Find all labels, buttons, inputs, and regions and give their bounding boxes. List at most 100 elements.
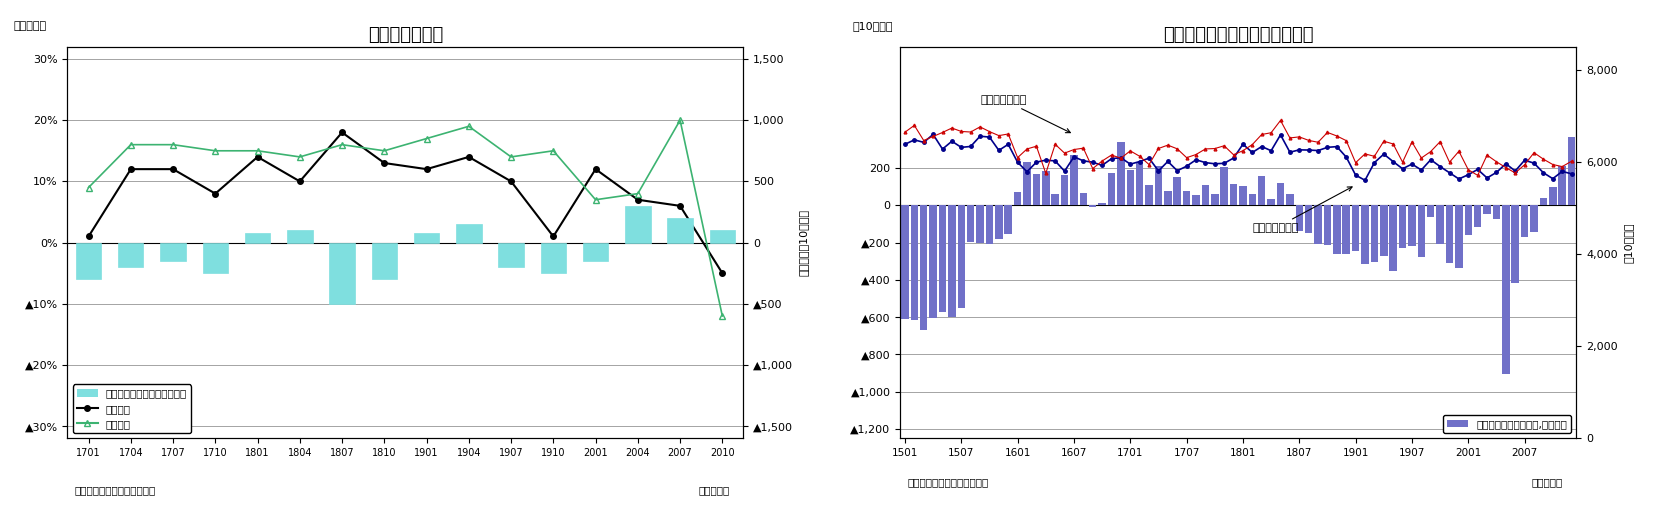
Bar xyxy=(920,205,928,329)
Bar xyxy=(1464,205,1472,235)
Bar xyxy=(948,205,956,316)
Bar xyxy=(1446,205,1454,263)
Bar xyxy=(986,205,992,244)
Text: （年・月）: （年・月） xyxy=(1532,478,1563,488)
Bar xyxy=(1249,194,1255,205)
Bar xyxy=(901,205,908,319)
Bar xyxy=(1004,205,1012,234)
Bar xyxy=(1277,183,1284,205)
Y-axis label: （前年差、10億円）: （前年差、10億円） xyxy=(799,209,809,276)
Bar xyxy=(1456,205,1462,268)
Bar xyxy=(203,242,228,273)
Bar xyxy=(1259,176,1265,205)
Text: （資料）財務省「貿易統計」: （資料）財務省「貿易統計」 xyxy=(906,478,987,488)
Bar xyxy=(1287,194,1293,205)
Bar xyxy=(710,231,734,242)
Bar xyxy=(1239,186,1247,205)
Bar xyxy=(939,205,946,312)
Bar xyxy=(1052,194,1059,205)
Bar xyxy=(117,242,144,267)
Bar xyxy=(1323,205,1331,245)
Bar xyxy=(1032,174,1040,205)
Bar xyxy=(1183,191,1191,205)
Text: （年・月）: （年・月） xyxy=(698,485,729,495)
Bar xyxy=(1550,187,1556,205)
Text: （資料）財務省「貿易統計」: （資料）財務省「貿易統計」 xyxy=(74,485,155,495)
Bar xyxy=(1295,205,1303,231)
Bar xyxy=(958,205,964,308)
Bar xyxy=(930,205,936,318)
Bar xyxy=(1522,205,1528,237)
Bar xyxy=(245,233,270,242)
Bar xyxy=(1164,191,1171,205)
Bar xyxy=(1024,162,1030,205)
Bar xyxy=(1193,195,1199,205)
Bar xyxy=(1202,185,1209,205)
Bar xyxy=(1343,205,1350,254)
Bar xyxy=(1361,205,1370,264)
Bar xyxy=(976,205,984,242)
Bar xyxy=(1315,205,1322,244)
Legend: 貿易収支・前年差（右目盛）, 輸出金額, 輸入金額: 貿易収支・前年差（右目盛）, 輸出金額, 輸入金額 xyxy=(73,385,192,433)
Bar xyxy=(1427,205,1434,217)
Text: （10億円）: （10億円） xyxy=(853,21,893,31)
Bar xyxy=(1530,205,1538,232)
Bar xyxy=(1379,205,1388,256)
Bar xyxy=(1060,175,1068,205)
Bar xyxy=(76,242,101,279)
Bar xyxy=(1474,205,1482,227)
Bar xyxy=(1540,198,1546,205)
Bar xyxy=(1436,205,1444,244)
Bar xyxy=(1080,193,1087,205)
Text: 輸出（右目盛）: 輸出（右目盛） xyxy=(1252,187,1351,233)
Bar xyxy=(1088,205,1097,207)
Y-axis label: （10億円）: （10億円） xyxy=(1623,222,1632,263)
Bar xyxy=(1221,167,1227,205)
Bar xyxy=(1267,199,1275,205)
Bar xyxy=(668,218,693,242)
Bar xyxy=(1231,184,1237,205)
Bar xyxy=(160,242,185,261)
Bar xyxy=(1173,177,1181,205)
Bar xyxy=(1042,171,1050,205)
Bar xyxy=(1484,205,1490,214)
Bar xyxy=(498,242,524,267)
Bar xyxy=(457,224,481,242)
Bar xyxy=(1145,185,1153,205)
Bar xyxy=(1389,205,1398,271)
Text: 輸入（右目盛）: 輸入（右目盛） xyxy=(981,95,1070,133)
Bar xyxy=(1408,205,1416,246)
Bar xyxy=(1136,162,1143,205)
Bar xyxy=(1154,166,1163,205)
Bar xyxy=(582,242,609,261)
Legend: 貿易収支（季節調整値,左目盛）: 貿易収支（季節調整値,左目盛） xyxy=(1442,415,1571,433)
Bar xyxy=(1502,205,1510,374)
Bar xyxy=(414,233,440,242)
Text: （前年比）: （前年比） xyxy=(13,21,46,31)
Bar xyxy=(1558,166,1566,205)
Bar xyxy=(1568,138,1575,205)
Bar xyxy=(329,242,354,304)
Bar xyxy=(996,205,1002,239)
Bar xyxy=(372,242,397,279)
Bar xyxy=(1371,205,1378,262)
Bar xyxy=(1333,205,1341,254)
Bar xyxy=(1399,205,1406,248)
Bar xyxy=(1126,170,1135,205)
Bar xyxy=(1070,155,1078,205)
Title: 貿易収支（季節調整値）の推移: 貿易収支（季節調整値）の推移 xyxy=(1163,26,1313,44)
Bar xyxy=(911,205,918,320)
Bar xyxy=(1014,192,1022,205)
Bar xyxy=(625,206,650,242)
Bar xyxy=(1492,205,1500,219)
Bar xyxy=(1108,173,1115,205)
Bar xyxy=(1351,205,1360,251)
Bar xyxy=(1417,205,1426,257)
Bar xyxy=(541,242,566,273)
Bar xyxy=(1211,194,1219,205)
Title: 貿易収支の推移: 貿易収支の推移 xyxy=(367,26,443,44)
Bar xyxy=(1512,205,1518,283)
Bar xyxy=(1116,142,1125,205)
Bar xyxy=(288,231,313,242)
Bar xyxy=(1098,203,1107,205)
